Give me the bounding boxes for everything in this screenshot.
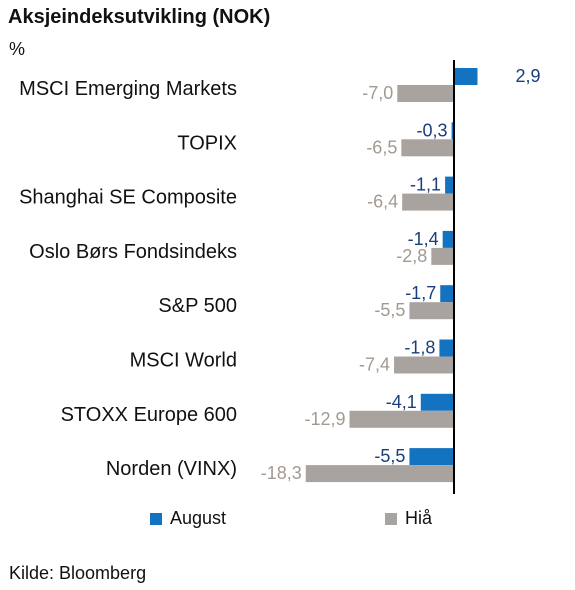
- data-label-august-stoxx-europe-600: -4,1: [386, 392, 417, 412]
- data-label-august-topix: -0,3: [417, 120, 448, 140]
- source-note: Kilde: Bloomberg: [9, 563, 147, 583]
- category-label-msci-world: MSCI World: [130, 350, 237, 372]
- category-label-norden-vinx: Norden (VINX): [106, 458, 237, 480]
- bar-august-msci-world: [439, 339, 454, 357]
- legend-swatch-hia: [385, 512, 397, 525]
- chart-title: Aksjeindeksutvikling (NOK): [8, 6, 271, 28]
- category-label-s-p-500: S&P 500: [158, 295, 237, 317]
- legend-item-hia: Hiå: [385, 508, 432, 529]
- data-label-hia-oslo-b-rs-fondsindeks: -2,8: [396, 246, 427, 266]
- bar-august-norden-vinx: [409, 448, 454, 466]
- bar-hia-stoxx-europe-600: [349, 410, 454, 428]
- bar-august-shanghai-se-composite: [445, 176, 454, 194]
- data-label-august-oslo-b-rs-fondsindeks: -1,4: [408, 229, 439, 249]
- bar-august-s-p-500: [440, 285, 454, 303]
- data-label-august-norden-vinx: -5,5: [374, 446, 405, 466]
- bar-hia-msci-emerging-markets: [397, 85, 454, 102]
- bar-hia-shanghai-se-composite: [402, 193, 454, 211]
- data-label-hia-msci-emerging-markets: -7,0: [362, 83, 393, 103]
- legend-swatch-august: [150, 512, 162, 525]
- category-label-msci-emerging-markets: MSCI Emerging Markets: [19, 78, 237, 100]
- bar-hia-oslo-b-rs-fondsindeks: [431, 247, 454, 265]
- data-label-august-s-p-500: -1,7: [405, 283, 436, 303]
- data-label-hia-topix: -6,5: [366, 137, 397, 157]
- bar-hia-norden-vinx: [305, 465, 454, 483]
- data-label-august-msci-world: -1,8: [404, 338, 435, 358]
- data-label-august-shanghai-se-composite: -1,1: [410, 175, 441, 195]
- legend-label-hia: Hiå: [405, 508, 433, 528]
- bar-hia-msci-world: [394, 356, 454, 374]
- data-label-hia-shanghai-se-composite: -6,4: [367, 192, 398, 212]
- bar-chart: MSCI Emerging Markets 2,9 -7,0 TOPIX -0,3 -6,…: [19, 60, 541, 494]
- data-label-hia-stoxx-europe-600: -12,9: [304, 409, 345, 429]
- data-label-hia-msci-world: -7,4: [359, 355, 390, 375]
- legend-item-august: August: [150, 508, 226, 529]
- unit-label: %: [9, 39, 26, 59]
- data-label-hia-norden-vinx: -18,3: [261, 463, 302, 483]
- category-label-oslo-b-rs-fondsindeks: Oslo Børs Fondsindeks: [29, 241, 237, 263]
- bar-hia-s-p-500: [409, 302, 454, 320]
- bar-august-topix: [451, 122, 454, 140]
- category-label-topix: TOPIX: [177, 132, 237, 154]
- legend-label-august: August: [170, 508, 227, 528]
- bar-august-oslo-b-rs-fondsindeks: [442, 230, 454, 248]
- bar-hia-topix: [401, 139, 454, 157]
- category-label-stoxx-europe-600: STOXX Europe 600: [61, 404, 237, 426]
- data-label-august-msci-emerging-markets: 2,9: [515, 66, 540, 86]
- bar-august-msci-emerging-markets: [454, 68, 478, 85]
- data-label-hia-s-p-500: -5,5: [374, 300, 405, 320]
- category-label-shanghai-se-composite: Shanghai SE Composite: [19, 187, 237, 209]
- bar-august-stoxx-europe-600: [420, 393, 454, 411]
